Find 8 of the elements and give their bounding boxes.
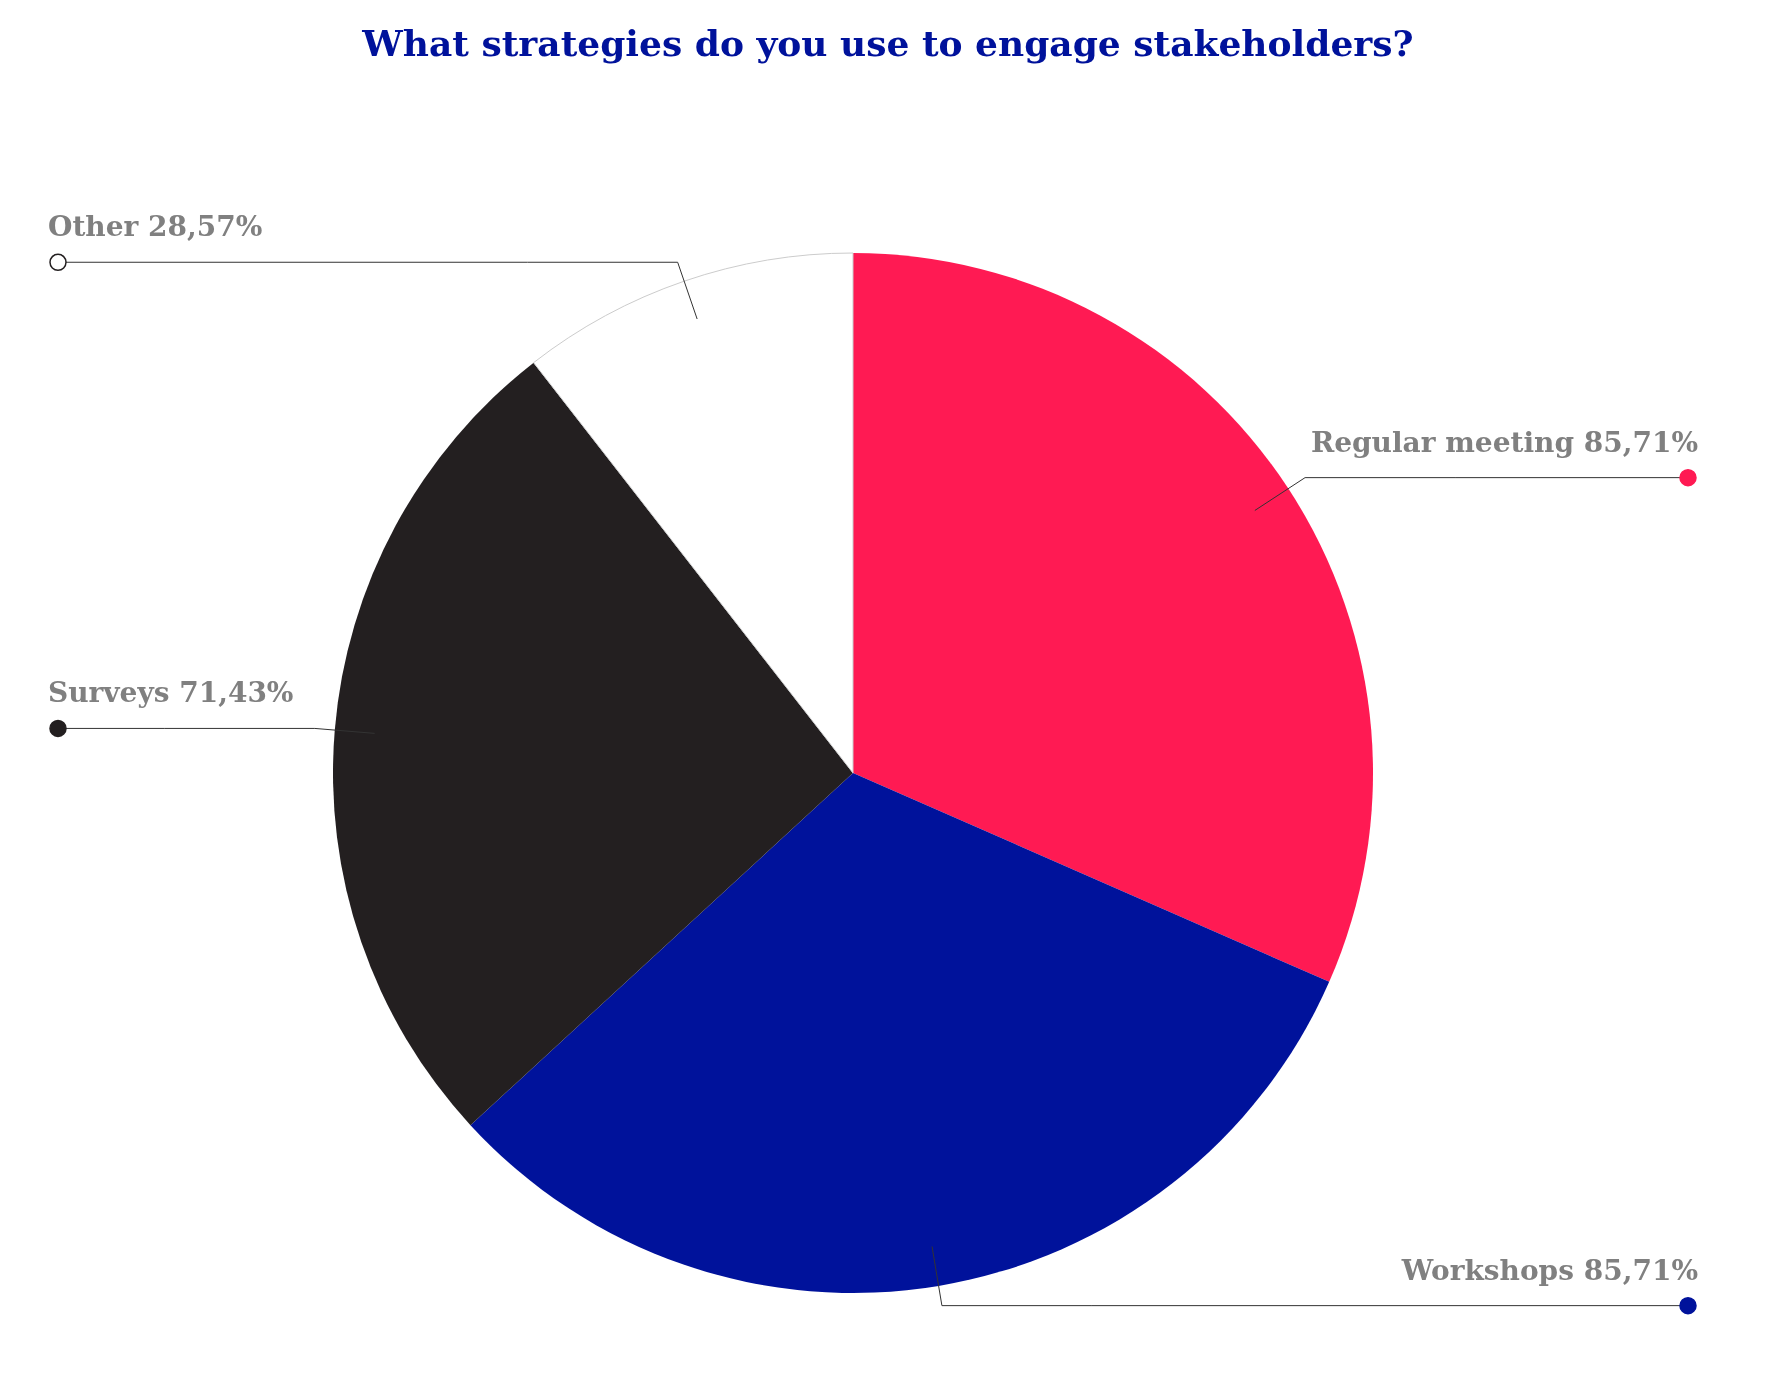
slice-label: Other 28,57% [48,210,263,244]
pie-slice [333,362,853,1126]
pie-slice [470,773,1330,1293]
pie-slice [533,252,854,774]
slice-label: Surveys 71,43% [48,676,294,710]
chart-title: What strategies do you use to engage stakeholders? [361,22,1415,64]
slice-label: Workshops 85,71% [1400,1253,1698,1287]
slice-label: Regular meeting 85,71% [1310,425,1698,459]
